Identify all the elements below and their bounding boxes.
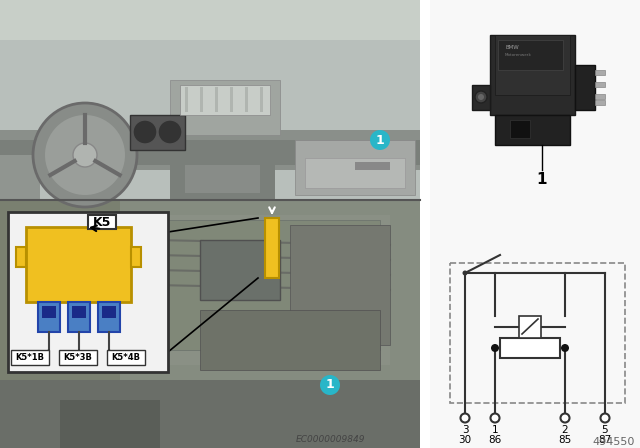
Circle shape (478, 94, 484, 100)
Bar (595, 100, 605, 105)
Bar (290, 225, 390, 345)
Bar (0, 0, 420, 200)
Bar (16, 247, 26, 267)
Circle shape (561, 414, 570, 422)
Circle shape (73, 143, 97, 167)
Bar (38, 302, 60, 332)
Bar (185, 165, 260, 193)
Text: K5: K5 (93, 215, 111, 228)
Circle shape (600, 414, 609, 422)
Bar (490, 35, 575, 115)
Bar (59, 350, 97, 365)
Circle shape (370, 130, 390, 150)
Bar (498, 40, 563, 70)
Bar (120, 200, 420, 400)
Bar (0, 155, 40, 200)
Bar (170, 160, 275, 200)
Bar (200, 87, 203, 112)
Bar (215, 87, 218, 112)
Bar (102, 306, 116, 318)
Bar (60, 400, 160, 448)
Text: 1: 1 (537, 172, 547, 188)
Circle shape (475, 91, 487, 103)
Circle shape (561, 344, 569, 352)
Bar (355, 162, 390, 170)
Circle shape (461, 414, 470, 422)
Circle shape (158, 120, 182, 144)
Bar (130, 115, 185, 150)
Bar (595, 82, 605, 87)
Bar (170, 80, 280, 135)
Text: 86: 86 (488, 435, 502, 445)
Bar (245, 87, 248, 112)
Text: EC0000009849: EC0000009849 (295, 435, 365, 444)
Text: 1: 1 (376, 134, 385, 146)
Bar (160, 220, 380, 350)
Bar (0, 200, 420, 448)
Text: 30: 30 (458, 435, 472, 445)
Circle shape (33, 103, 137, 207)
Circle shape (320, 375, 340, 395)
Bar (575, 65, 595, 110)
Circle shape (45, 115, 125, 195)
Bar (0, 0, 420, 40)
Bar (260, 87, 263, 112)
Circle shape (490, 414, 499, 422)
Circle shape (133, 120, 157, 144)
Circle shape (491, 344, 499, 352)
Text: 85: 85 (558, 435, 572, 445)
Bar (11, 350, 49, 365)
Bar (495, 115, 570, 145)
Bar (0, 130, 420, 170)
Bar (98, 302, 120, 332)
Bar (180, 85, 270, 115)
Bar (185, 87, 188, 112)
Bar (450, 263, 625, 403)
Bar (0, 200, 420, 448)
Bar (230, 87, 233, 112)
Bar (42, 306, 56, 318)
Bar (88, 215, 116, 229)
Bar (107, 350, 145, 365)
Text: Motorenwerk: Motorenwerk (505, 53, 532, 57)
Text: K5*1B: K5*1B (15, 353, 45, 362)
Text: K5*3B: K5*3B (63, 353, 92, 362)
Text: 3: 3 (461, 425, 468, 435)
Bar (150, 215, 390, 365)
Bar (472, 85, 490, 110)
Bar (595, 94, 605, 99)
Bar (295, 140, 415, 195)
Bar (200, 240, 280, 300)
Bar (8, 212, 168, 372)
Text: 494550: 494550 (593, 437, 635, 447)
Bar (510, 120, 530, 138)
Text: 1: 1 (326, 379, 334, 392)
Bar (131, 247, 141, 267)
Bar (519, 316, 541, 338)
Bar (0, 140, 420, 165)
Bar (595, 70, 605, 75)
Text: 1: 1 (492, 425, 499, 435)
Text: 5: 5 (602, 425, 608, 435)
Text: 87: 87 (598, 435, 612, 445)
Bar (200, 310, 380, 370)
Circle shape (463, 271, 467, 276)
Text: 2: 2 (562, 425, 568, 435)
Text: BMW: BMW (505, 45, 519, 50)
Bar (72, 306, 86, 318)
Bar (430, 0, 640, 224)
Bar (495, 35, 570, 95)
Bar (305, 158, 405, 188)
Bar (265, 218, 279, 278)
Bar (500, 338, 560, 358)
Bar (0, 380, 420, 448)
Bar (26, 227, 131, 302)
Bar (430, 224, 640, 448)
Text: K5*4B: K5*4B (111, 353, 141, 362)
Bar (68, 302, 90, 332)
